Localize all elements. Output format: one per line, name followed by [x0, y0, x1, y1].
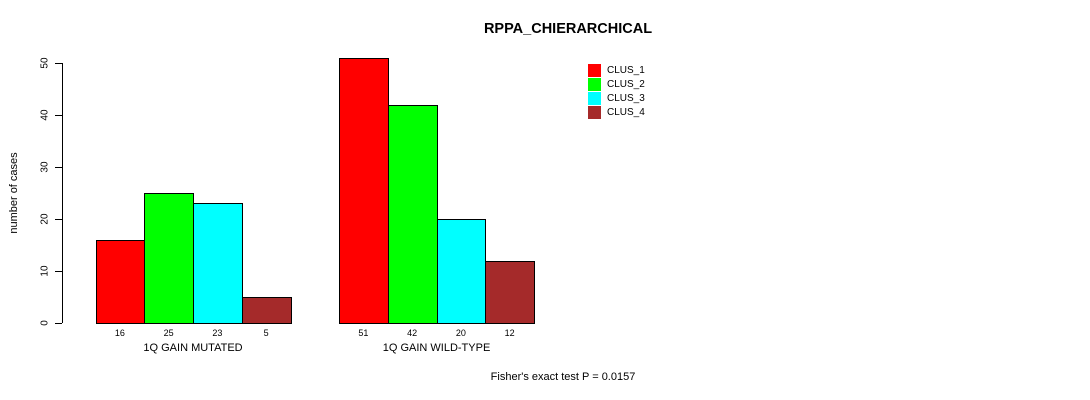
legend-swatch-icon [588, 77, 601, 91]
bar-clus_4-group1 [241, 297, 292, 324]
y-tick-label: 10 [39, 265, 51, 277]
bar-value-label: 20 [455, 328, 466, 338]
legend-swatch-icon [588, 105, 601, 119]
legend-label: CLUS_2 [607, 78, 645, 90]
y-tick-mark [55, 63, 62, 64]
legend-label: CLUS_1 [607, 64, 645, 76]
bar-clus_2-group2 [387, 104, 438, 324]
bar-value-label: 42 [407, 328, 418, 338]
bar-value-label: 51 [358, 328, 369, 338]
x-category-label: 1Q GAIN WILD-TYPE [382, 342, 491, 354]
y-tick-mark [55, 323, 62, 324]
y-tick-label: 0 [39, 320, 51, 326]
legend-row-clus_3: CLUS_3 [588, 91, 645, 105]
y-axis-label: number of cases [8, 152, 20, 234]
bar-value-label: 16 [114, 328, 125, 338]
y-tick-label: 20 [39, 213, 51, 225]
legend: CLUS_1 CLUS_2 CLUS_3 CLUS_4 [588, 63, 645, 119]
y-tick-mark [55, 219, 62, 220]
y-axis-line [62, 63, 63, 323]
bar-clus_3-group1 [193, 203, 243, 324]
legend-swatch-icon [588, 91, 601, 105]
legend-swatch-icon [588, 63, 601, 77]
bar-clus_3-group2 [436, 219, 487, 324]
legend-row-clus_1: CLUS_1 [588, 63, 645, 77]
x-category-label: 1Q GAIN MUTATED [143, 342, 243, 354]
bar-value-label: 12 [504, 328, 515, 338]
bar-value-label: 5 [263, 328, 269, 338]
bar-clus_1-group1 [95, 239, 146, 324]
y-tick-label: 30 [39, 161, 51, 173]
legend-label: CLUS_4 [607, 106, 645, 118]
bar-value-label: 25 [163, 328, 174, 338]
bar-clus_2-group1 [144, 193, 194, 324]
bar-value-label: 23 [212, 328, 223, 338]
legend-row-clus_4: CLUS_4 [588, 105, 645, 119]
legend-row-clus_2: CLUS_2 [588, 77, 645, 91]
legend-label: CLUS_3 [607, 92, 645, 104]
bar-clus_4-group2 [485, 260, 535, 324]
y-tick-mark [55, 115, 62, 116]
y-tick-label: 40 [39, 109, 51, 121]
chart-title: RPPA_CHIERARCHICAL [483, 21, 653, 37]
y-tick-mark [55, 271, 62, 272]
y-tick-mark [55, 167, 62, 168]
y-tick-label: 50 [39, 57, 51, 69]
annotation-text: Fisher's exact test P = 0.0157 [490, 371, 636, 383]
bar-clus_1-group2 [339, 57, 389, 324]
